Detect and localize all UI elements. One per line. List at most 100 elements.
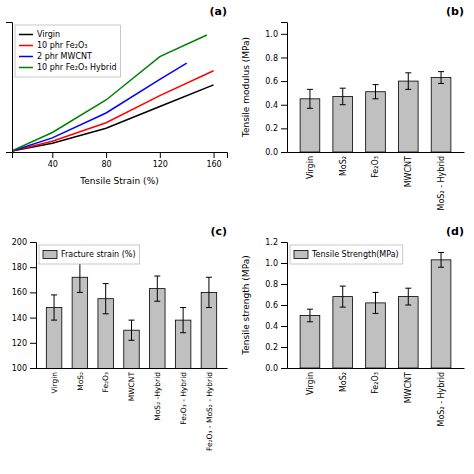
y-axis: 0.00.20.40.60.81.0 — [265, 23, 287, 158]
panel-label: (a) — [210, 5, 227, 18]
tick-label: MWCNT — [404, 372, 413, 403]
axis-line — [6, 23, 13, 153]
plot-area — [46, 262, 216, 368]
y-axis-title: Tensile modulus (MPa) — [241, 37, 251, 138]
tick-label: 0.2 — [265, 124, 278, 133]
legend-label: 10 phr Fe₂O₃ — [37, 41, 88, 50]
tick-mark — [52, 152, 53, 158]
error-bar — [180, 308, 186, 333]
tick: Virgin — [306, 156, 315, 179]
tick: 160 — [12, 288, 36, 297]
tick-label: 120 — [153, 160, 168, 169]
tick: 200 — [12, 238, 36, 247]
tick: 0.4 — [265, 101, 287, 110]
tick-label: MoS₂ — [339, 156, 348, 176]
tick-label: 40 — [48, 160, 58, 169]
tick: 0.6 — [265, 301, 287, 310]
tick: Fe₂O₃ — [371, 156, 380, 178]
tick-label: 0.8 — [265, 54, 278, 63]
legend: Fracture strain (%) — [39, 245, 140, 264]
tick-mark — [281, 105, 287, 106]
legend-swatch — [294, 251, 308, 259]
legend-swatch — [19, 56, 33, 58]
error-bar — [340, 286, 346, 307]
line — [12, 71, 214, 151]
tick: Fe₂O₃ — [371, 372, 380, 394]
tick-label: 0.6 — [265, 301, 278, 310]
tick-mark — [281, 368, 287, 369]
y-axis — [6, 23, 13, 153]
tick: 180 — [12, 263, 36, 272]
tick-label: 0.8 — [265, 280, 278, 289]
tick: 1.0 — [265, 259, 287, 268]
plot-area — [300, 72, 451, 152]
panel-label: (c) — [210, 225, 227, 238]
tick: 0.2 — [265, 124, 287, 133]
y-axis: 0.00.20.40.60.81.01.2 — [265, 238, 287, 373]
tick-label: Virgin — [306, 156, 315, 179]
tick: MoS₂ -Hybrid — [153, 372, 162, 421]
legend-label: 10 phr Fe₂O₃ Hybrid — [37, 63, 116, 72]
tick-mark — [281, 305, 287, 306]
x-axis: VirginMoS₂Fe₂O₃MWCNTMoS₂ - Hybrid — [288, 369, 465, 427]
error-bar — [438, 253, 444, 268]
tick: Fe₂O₃ — [101, 372, 110, 392]
tick: 0.4 — [265, 322, 287, 331]
bar — [300, 316, 320, 369]
tick-label: 0.2 — [265, 343, 278, 352]
tick: 0.2 — [265, 343, 287, 352]
panel: 40 80 120 160 Tensile Strain (%) Virgin 10 phr… — [6, 5, 228, 186]
x-axis-title: Tensile Strain (%) — [79, 176, 158, 186]
tick-mark — [281, 152, 287, 153]
tick: MWCNT — [404, 156, 413, 187]
tick-mark — [281, 57, 287, 58]
tick: 120 — [153, 152, 168, 169]
tick-label: 1.2 — [265, 238, 278, 247]
tick-mark — [30, 318, 36, 319]
tick-label: 120 — [12, 339, 27, 348]
legend-label: Virgin — [37, 30, 60, 39]
panel-label: (d) — [446, 225, 464, 238]
tick-mark — [30, 368, 36, 369]
axis-line — [288, 152, 465, 153]
tick-label: MoS₂ — [76, 372, 85, 391]
legend: Tensile Strength(MPa) — [290, 245, 403, 264]
error-bar — [77, 262, 83, 292]
tick-mark — [281, 347, 287, 348]
error-bar — [307, 309, 313, 322]
error-bar — [340, 88, 346, 105]
tick-label: 100 — [12, 364, 27, 373]
panel-label: (b) — [446, 5, 464, 18]
error-bar — [405, 73, 411, 90]
tick: MoS₂ - Hybrid — [437, 156, 446, 210]
bar — [431, 78, 451, 152]
error-bar — [129, 320, 135, 340]
tick-label: 0.6 — [265, 77, 278, 86]
legend-swatch — [19, 45, 33, 47]
tick-label: 80 — [101, 160, 111, 169]
tick-label: 0.0 — [265, 148, 278, 157]
error-bar — [103, 284, 109, 314]
error-bar — [438, 72, 444, 84]
y-axis-title: Tensile strength (MPa) — [241, 255, 251, 355]
tick-label: MoS₂ — [339, 372, 348, 392]
axis-line — [13, 153, 228, 159]
plot-area — [300, 253, 451, 369]
tick-label: 200 — [12, 238, 27, 247]
x-axis: 40 80 120 160 — [13, 152, 228, 169]
error-bar — [373, 292, 379, 313]
tick: 0.6 — [265, 77, 287, 86]
axis-line — [281, 243, 288, 369]
tick-label: Fe₂O₃ - Hybrid — [179, 372, 188, 425]
tick-mark — [30, 242, 36, 243]
panel: 100120140160180200VirginMoS₂Fe₂O₃MWCNTMo… — [12, 225, 228, 474]
tick: 140 — [12, 314, 36, 323]
legend-swatch — [43, 251, 57, 259]
tick: 100 — [12, 364, 36, 373]
tick: 160 — [206, 152, 221, 169]
axis-line — [288, 368, 465, 369]
legend-swatch — [19, 34, 33, 36]
tick: MoS₂ — [339, 156, 348, 176]
tick-label: MWCNT — [404, 156, 413, 187]
tick-label: MoS₂ - Hybrid — [437, 372, 446, 426]
